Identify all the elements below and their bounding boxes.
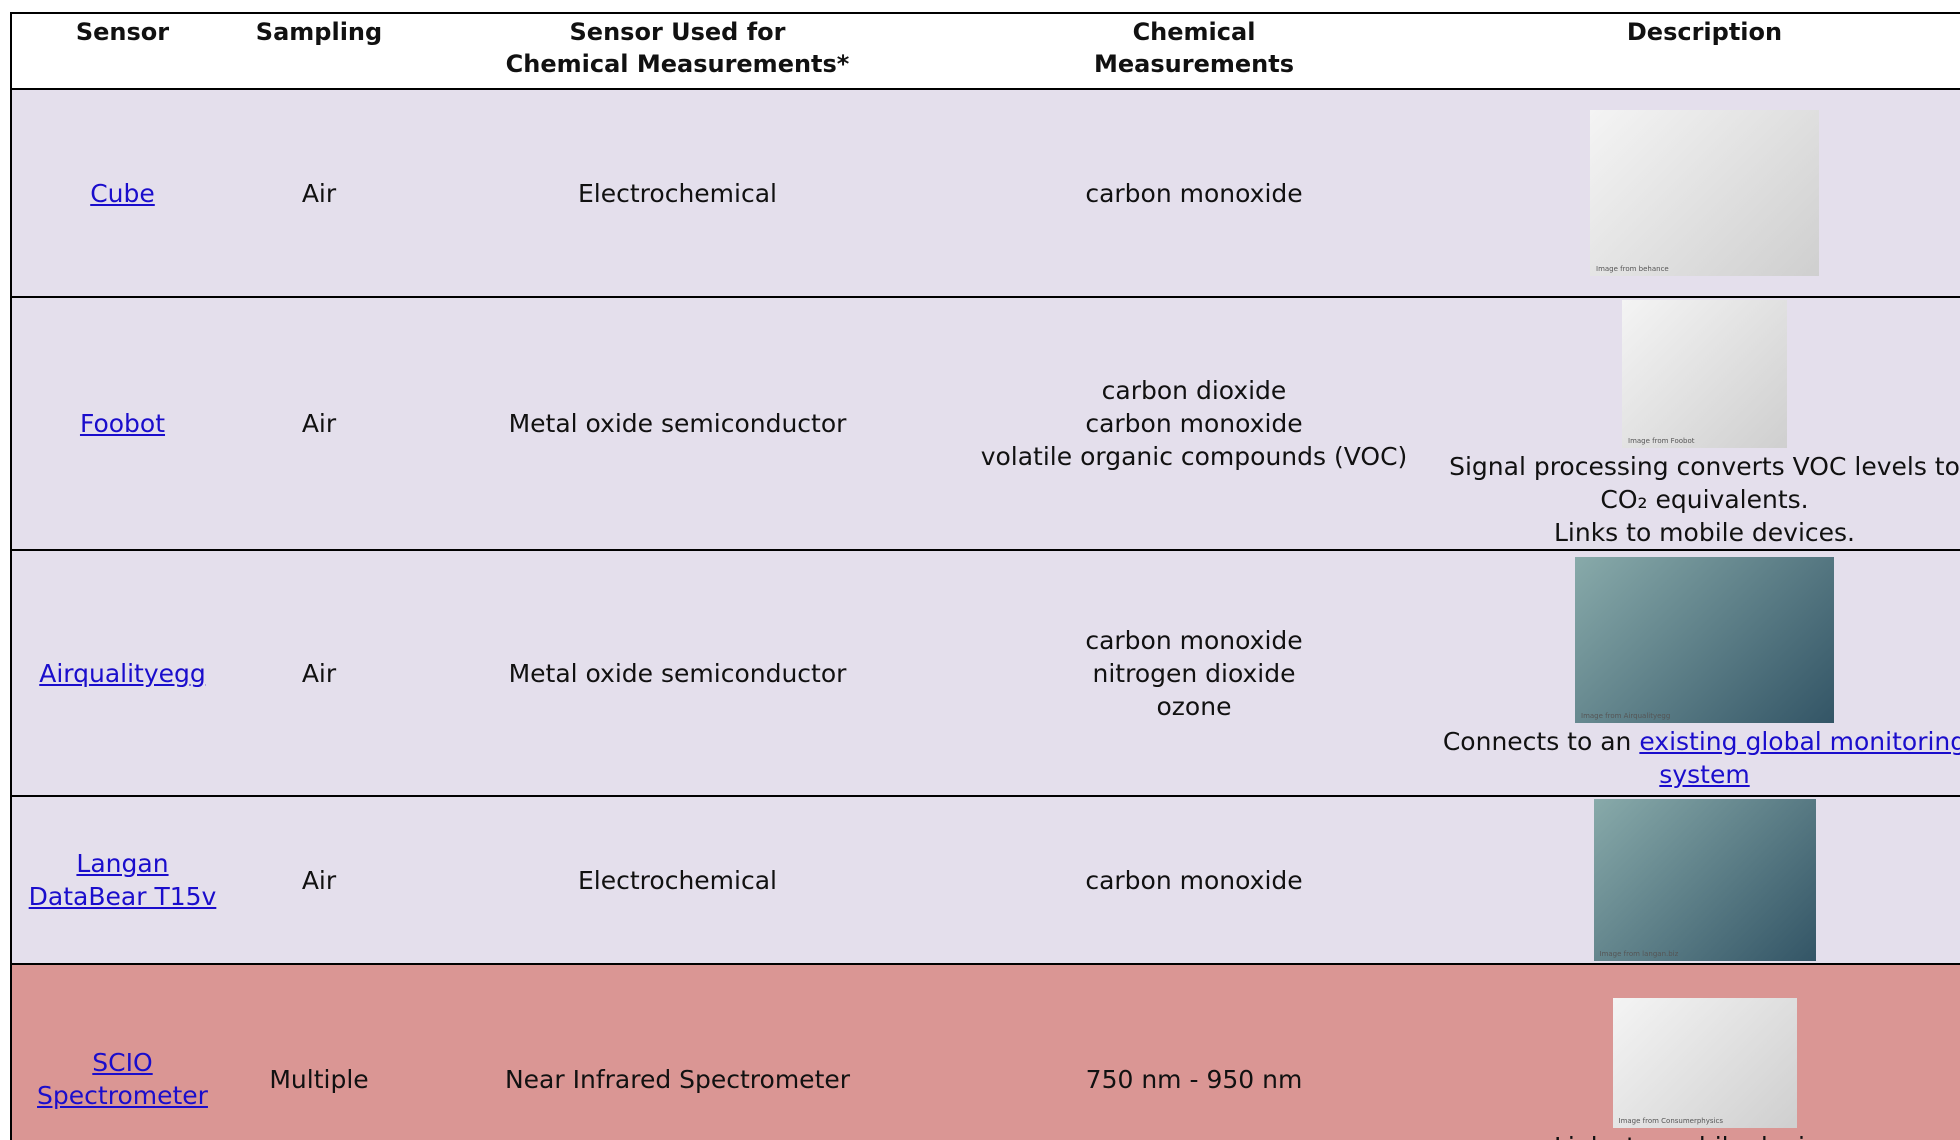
sensor-cell: Foobot [11,297,233,551]
measurement: ozone [1156,691,1232,721]
sensor-link[interactable]: Airqualityegg [39,658,206,688]
image-caption: Image from langan.biz [1599,950,1679,958]
measurement: 750 nm - 950 nm [1085,1064,1303,1094]
sensor-table: Sensor Sampling Sensor Used for Chemical M… [10,12,1960,1140]
product-image: Image from Consumerphysics [1612,997,1797,1128]
table-row: Cube Air Electrochemical carbon monoxide Ima… [11,89,1960,298]
sampling-cell: Air [233,297,405,551]
table-row: Foobot Air Metal oxide semiconductor carbon… [11,297,1960,551]
header-cell: Sensor Used for Chemical Measurements* [405,13,950,90]
header-cell: Chemical Measurements [950,13,1438,90]
header-cell: Description [1438,13,1960,90]
image-caption: Image from Foobot [1628,437,1695,445]
product-image: Image from Airqualityegg [1575,557,1834,723]
header-cell: Sampling [233,13,405,90]
table-row: Langan DataBear T15v Air Electrochemical ca… [11,796,1960,965]
measurement: carbon monoxide [1085,178,1303,208]
description-cell: Image from Airqualityegg Connects to an e… [1438,550,1960,797]
sensor-link[interactable]: Foobot [79,409,166,438]
sensor-link[interactable]: Cube [90,178,155,208]
sensor-link[interactable]: Langan DataBear T15v [28,849,217,911]
measurements-cell: carbon dioxide carbon monoxide volatile or… [950,297,1438,551]
description-link[interactable]: existing global monitoring system [1639,727,1960,789]
sensor-used-cell: Electrochemical [405,796,950,965]
measurement: nitrogen dioxide [1092,658,1296,688]
description-line: Connects to an existing global monitorin… [1442,725,1960,791]
sensor-cell: SCIO Spectrometer [11,964,233,1140]
description-cell: Image from Consumerphysics Links to mobil… [1438,964,1960,1140]
description: Image from Consumerphysics Links to mobil… [1442,996,1960,1140]
measurement: carbon monoxide [1085,625,1303,655]
table-row: Airqualityegg Air Metal oxide semiconducto… [11,550,1960,797]
sensor-cell: Cube [11,89,233,298]
sampling-cell: Air [233,550,405,797]
measurement: carbon monoxide [1085,409,1303,438]
table-body: Cube Air Electrochemical carbon monoxide Ima… [11,89,1960,1140]
sampling-cell: Air [233,89,405,298]
description-text: Links to mobile devices. [1554,1132,1855,1140]
sensor-link[interactable]: SCIO Spectrometer [37,1048,208,1110]
sensor-used-cell: Metal oxide semiconductor [405,550,950,797]
description-cell: Image from behance [1438,89,1960,298]
description-line: Signal processing converts VOC levels to… [1442,450,1960,516]
measurement: carbon monoxide [1085,865,1303,895]
sensor-used-cell: Metal oxide semiconductor [405,297,950,551]
measurements-cell: carbon monoxide [950,796,1438,965]
description-line: Links to mobile devices. [1554,1130,1855,1140]
description-text: Connects to an [1442,727,1640,756]
description: Image from langan.biz [1442,797,1960,963]
sensor-cell: Langan DataBear T15v [11,796,233,965]
table-wrap: Sensor Sampling Sensor Used for Chemical M… [10,12,1960,1140]
product-image: Image from langan.biz [1593,799,1816,961]
measurement: carbon dioxide [1101,376,1287,405]
description-cell: Image from langan.biz [1438,796,1960,965]
image-caption: Image from behance [1596,265,1669,273]
description: Image from Airqualityegg Connects to an e… [1442,555,1960,791]
product-image: Image from behance [1590,110,1819,276]
header-row: Sensor Sampling Sensor Used for Chemical M… [11,13,1960,90]
image-caption: Image from Consumerphysics [1618,1116,1723,1125]
sensor-used-cell: Near Infrared Spectrometer [405,964,950,1140]
sensor-cell: Airqualityegg [11,550,233,797]
table-row: SCIO Spectrometer Multiple Near Infrared S… [11,964,1960,1140]
description-line: Links to mobile devices. [1554,516,1855,549]
description: Image from behance [1442,108,1960,278]
product-image: Image from Foobot [1622,300,1787,448]
measurement: volatile organic compounds (VOC) [980,442,1408,471]
sensor-used-cell: Electrochemical [405,89,950,298]
measurements-cell: carbon monoxide [950,89,1438,298]
description: Image from Foobot Signal processing conve… [1442,298,1960,549]
description-text: Signal processing converts VOC levels to… [1449,452,1960,514]
sampling-cell: Air [233,796,405,965]
image-caption: Image from Airqualityegg [1581,712,1671,720]
description-text: Links to mobile devices. [1553,518,1856,547]
description-cell: Image from Foobot Signal processing conve… [1438,297,1960,551]
measurements-cell: carbon monoxide nitrogen dioxide ozone [950,550,1438,797]
header-cell: Sensor [11,13,233,90]
sampling-cell: Multiple [233,964,405,1140]
measurements-cell: 750 nm - 950 nm [950,964,1438,1140]
